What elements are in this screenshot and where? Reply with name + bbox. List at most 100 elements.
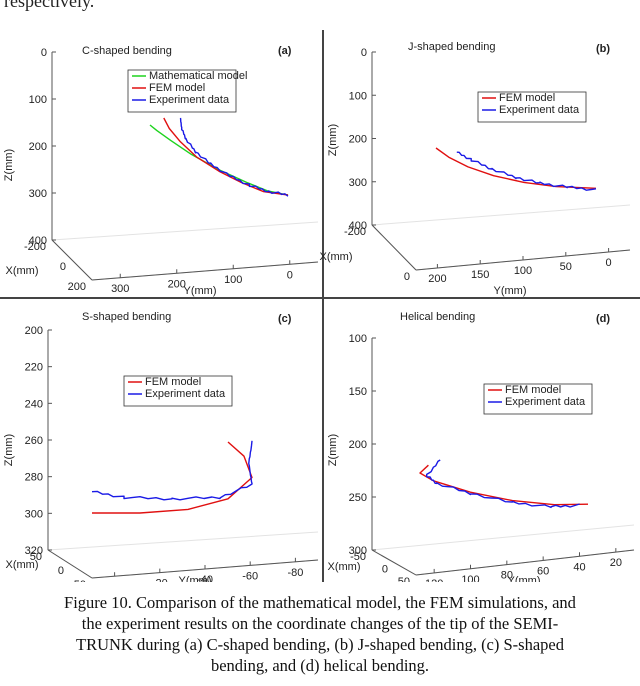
x-tick-label-b-0: -200 — [344, 226, 366, 238]
z-tick-label-b-3: 300 — [349, 177, 367, 189]
y-tick-label-c-1: -20 — [152, 578, 168, 582]
y-axis-a — [91, 261, 319, 281]
z-tick-label-d-4: 300 — [349, 545, 367, 557]
series-d-0 — [419, 464, 589, 506]
z-tick-label-c-4: 280 — [25, 472, 43, 484]
y-tick-label-c-2: -40 — [197, 574, 213, 582]
x-tick-label-a-0: -200 — [24, 241, 46, 253]
series-c-0 — [92, 441, 253, 514]
legend-box-d — [483, 383, 593, 415]
x-tick-label-c-0: 50 — [30, 551, 42, 563]
y-axis-label-b: Y(mm) — [494, 285, 527, 297]
z-axis-label-d: Z(mm) — [327, 434, 339, 466]
panel-b: 0 100 200 300 400 Z(mm) -200 0 X(mm) 200 150 100 50 0… — [320, 41, 631, 297]
y-tick-label-d-5: 20 — [610, 557, 622, 569]
box-back-c — [47, 531, 319, 551]
legend-entry-a-0: Mathematical model — [149, 70, 247, 82]
z-tick-label-c-5: 300 — [25, 508, 43, 520]
z-tick-label-d-2: 200 — [349, 439, 367, 451]
y-tick-label-a-2: 100 — [224, 274, 242, 286]
y-tick-label-d-2: 80 — [501, 570, 513, 582]
y-tick-label-a-3: 0 — [287, 269, 293, 281]
z-tick-label-b-1: 100 — [349, 90, 367, 102]
y-axis-d — [415, 549, 635, 576]
y-tick-label-d-0: 120 — [425, 578, 443, 582]
box-back-b — [371, 204, 631, 226]
z-tick-label-b-0: 0 — [361, 47, 367, 59]
y-tick-label-c-0: 0 — [112, 581, 118, 582]
panel-c: 200 220 240 260 280 300 320 Z(mm) 50 0 -50 X(mm) 0 -2… — [3, 311, 319, 582]
series-c-1 — [91, 440, 253, 501]
panel-label-d: (d) — [596, 313, 610, 325]
box-back-d — [371, 524, 635, 551]
z-tick-label-b-2: 200 — [349, 134, 367, 146]
z-tick-label-a-0: 0 — [41, 47, 47, 59]
y-tick-label-b-3: 50 — [560, 261, 572, 273]
z-tick-label-d-3: 250 — [349, 492, 367, 504]
legend-entry-a-1: FEM model — [149, 82, 205, 94]
z-tick-label-c-2: 240 — [25, 398, 43, 410]
x-tick-label-a-2: 200 — [68, 281, 86, 293]
box-back-a — [51, 221, 319, 241]
y-tick-label-c-3: -60 — [242, 570, 258, 582]
series-b-1 — [456, 151, 597, 191]
x-tick-label-a-1: 0 — [60, 261, 66, 273]
x-tick-label-b-1: 0 — [404, 271, 410, 283]
legend-entry-b-0: FEM model — [499, 92, 555, 104]
y-tick-label-b-4: 0 — [606, 257, 612, 269]
y-axis-label-d: Y(mm) — [508, 575, 541, 582]
z-tick-label-d-0: 100 — [349, 333, 367, 345]
z-tick-label-c-1: 220 — [25, 362, 43, 374]
panel-title-b: J-shaped bending — [408, 41, 495, 53]
panel-label-b: (b) — [596, 43, 610, 55]
z-axis-label-a: Z(mm) — [3, 149, 15, 181]
legend-entry-d-0: FEM model — [505, 384, 561, 396]
z-tick-label-a-4: 400 — [29, 235, 47, 247]
z-tick-label-c-3: 260 — [25, 435, 43, 447]
legend-entry-b-1: Experiment data — [499, 104, 580, 116]
legend-entry-c-0: FEM model — [145, 376, 201, 388]
series-a-2 — [179, 117, 289, 197]
y-tick-label-d-3: 60 — [537, 565, 549, 577]
x-axis-label-c: X(mm) — [6, 559, 39, 571]
y-tick-label-b-1: 150 — [471, 269, 489, 281]
legend-box-a — [127, 69, 237, 113]
z-axis-label-b: Z(mm) — [327, 124, 339, 156]
legend-box-c — [123, 375, 233, 407]
panel-title-a: C-shaped bending — [82, 45, 172, 57]
caption-line-4: bending, and (d) helical bending. — [210, 656, 430, 675]
z-tick-label-a-2: 200 — [29, 141, 47, 153]
y-axis-label-a: Y(mm) — [184, 285, 217, 297]
z-tick-label-a-3: 300 — [29, 188, 47, 200]
x-tick-label-d-2: 50 — [398, 576, 410, 582]
caption-line-1: Figure 10. Comparison of the mathematica… — [64, 593, 576, 612]
panel-title-c: S-shaped bending — [82, 311, 171, 323]
caption-line-2: the experiment results on the coordinate… — [81, 614, 559, 633]
x-axis-c — [47, 549, 93, 579]
y-tick-label-d-4: 40 — [573, 561, 585, 573]
x-axis-d — [371, 549, 417, 576]
preceding-text: respectively. — [4, 0, 95, 11]
y-tick-label-d-1: 100 — [461, 574, 479, 582]
z-tick-label-c-6: 320 — [25, 545, 43, 557]
y-axis-label-c: Y(mm) — [179, 575, 212, 582]
y-tick-label-a-1: 200 — [168, 278, 186, 290]
z-tick-label-c-0: 200 — [25, 325, 43, 337]
x-axis-label-d: X(mm) — [328, 561, 361, 573]
figure-10: 0 100 200 300 400 Z(mm) -200 0 200 X(mm) 300 200 100… — [0, 30, 640, 582]
legend-box-b — [477, 91, 587, 123]
x-axis-b — [371, 224, 417, 271]
z-tick-label-d-1: 150 — [349, 386, 367, 398]
z-tick-label-b-4: 400 — [349, 220, 367, 232]
x-axis-label-a: X(mm) — [6, 265, 39, 277]
y-tick-label-a-0: 300 — [111, 283, 129, 295]
y-tick-label-b-2: 100 — [514, 265, 532, 277]
legend-entry-d-1: Experiment data — [505, 396, 586, 408]
series-d-1 — [426, 459, 580, 509]
z-axis-label-c: Z(mm) — [3, 434, 15, 466]
x-tick-label-d-1: 0 — [382, 564, 388, 576]
x-tick-label-d-0: -50 — [350, 551, 366, 563]
x-tick-label-c-1: 0 — [58, 565, 64, 577]
